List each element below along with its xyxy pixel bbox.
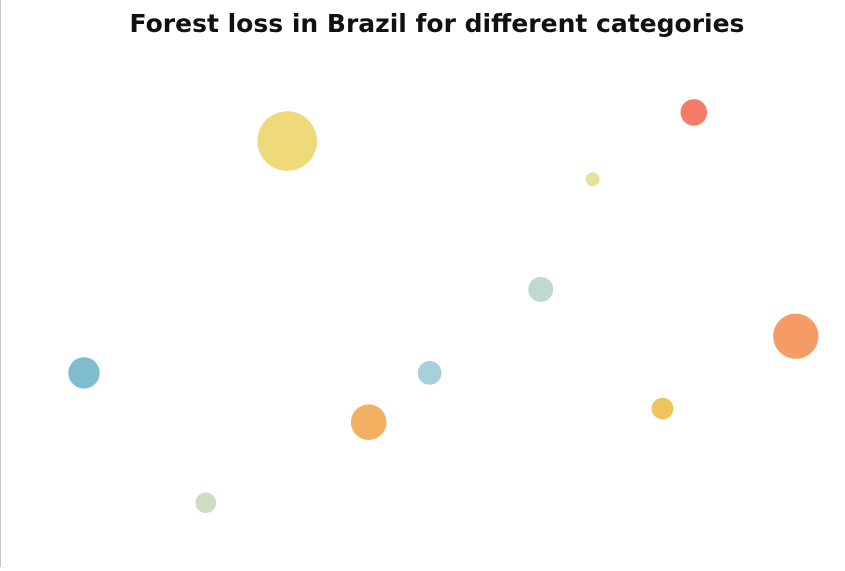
bubble-point-1[interactable] [68,357,100,389]
bubble-point-8[interactable] [651,397,674,420]
bubble-point-2[interactable] [195,492,217,513]
bubble-point-3[interactable] [257,111,318,171]
bubble-point-10[interactable] [773,313,819,359]
data-points [68,99,819,513]
bubble-point-9[interactable] [680,99,708,126]
bubble-point-7[interactable] [585,172,600,187]
bubble-point-4[interactable] [350,404,387,441]
bubble-point-6[interactable] [528,276,554,302]
bubble-point-5[interactable] [417,361,442,385]
chart-title: Forest loss in Brazil for different cate… [130,9,745,38]
